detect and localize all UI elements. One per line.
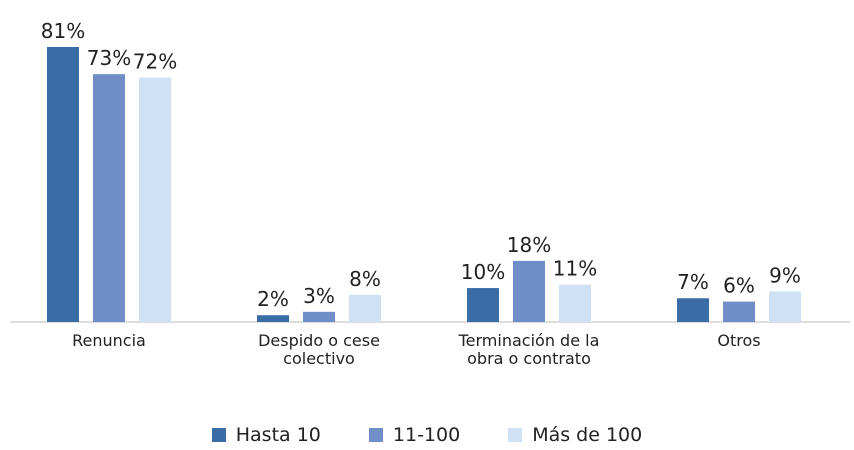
legend-swatch: [508, 428, 523, 442]
bar: [349, 294, 381, 322]
bar: [47, 47, 79, 322]
legend-label: Más de 100: [532, 424, 643, 446]
bar: [257, 315, 289, 322]
plot: 81%73% 72% 2% 3% 8% 10%18%11% 7% 6% 9%: [10, 19, 850, 323]
bar: [769, 291, 801, 322]
bar: [723, 301, 755, 322]
legend-label: 11-100: [392, 424, 461, 446]
bar: [93, 74, 125, 322]
value-label: 6%: [723, 274, 755, 298]
legend: Hasta 10 11-100 Más de 100: [0, 424, 854, 446]
value-label: 9%: [769, 263, 801, 287]
x-tick-label: Terminación de la obra o contrato: [458, 331, 600, 368]
legend-item: 11-100: [368, 424, 461, 446]
bar: [303, 311, 335, 322]
legend-item: Hasta 10: [211, 424, 321, 446]
legend-item: Más de 100: [508, 424, 642, 446]
x-tick-label: Otros: [717, 331, 761, 350]
value-label: 72%: [133, 50, 177, 74]
bar: [677, 298, 709, 322]
legend-swatch: [368, 428, 383, 442]
bar: [467, 288, 499, 322]
x-tick-label: Despido o cese colectivo: [258, 331, 380, 368]
x-tick-label: Renuncia: [72, 331, 146, 350]
bar: [139, 77, 171, 322]
legend-label: Hasta 10: [235, 424, 321, 446]
value-label: 18%: [507, 233, 551, 257]
value-label: 8%: [349, 267, 381, 291]
value-label: 11%: [553, 257, 597, 281]
bar: [513, 260, 545, 322]
value-label: 2%: [257, 287, 289, 311]
legend-swatch: [211, 428, 226, 442]
value-label: 7%: [677, 270, 709, 294]
value-label: 10%: [461, 260, 505, 284]
value-label: 3%: [303, 284, 335, 308]
bar: [559, 284, 591, 322]
value-label: 73%: [87, 46, 131, 70]
value-label: 81%: [41, 19, 85, 43]
